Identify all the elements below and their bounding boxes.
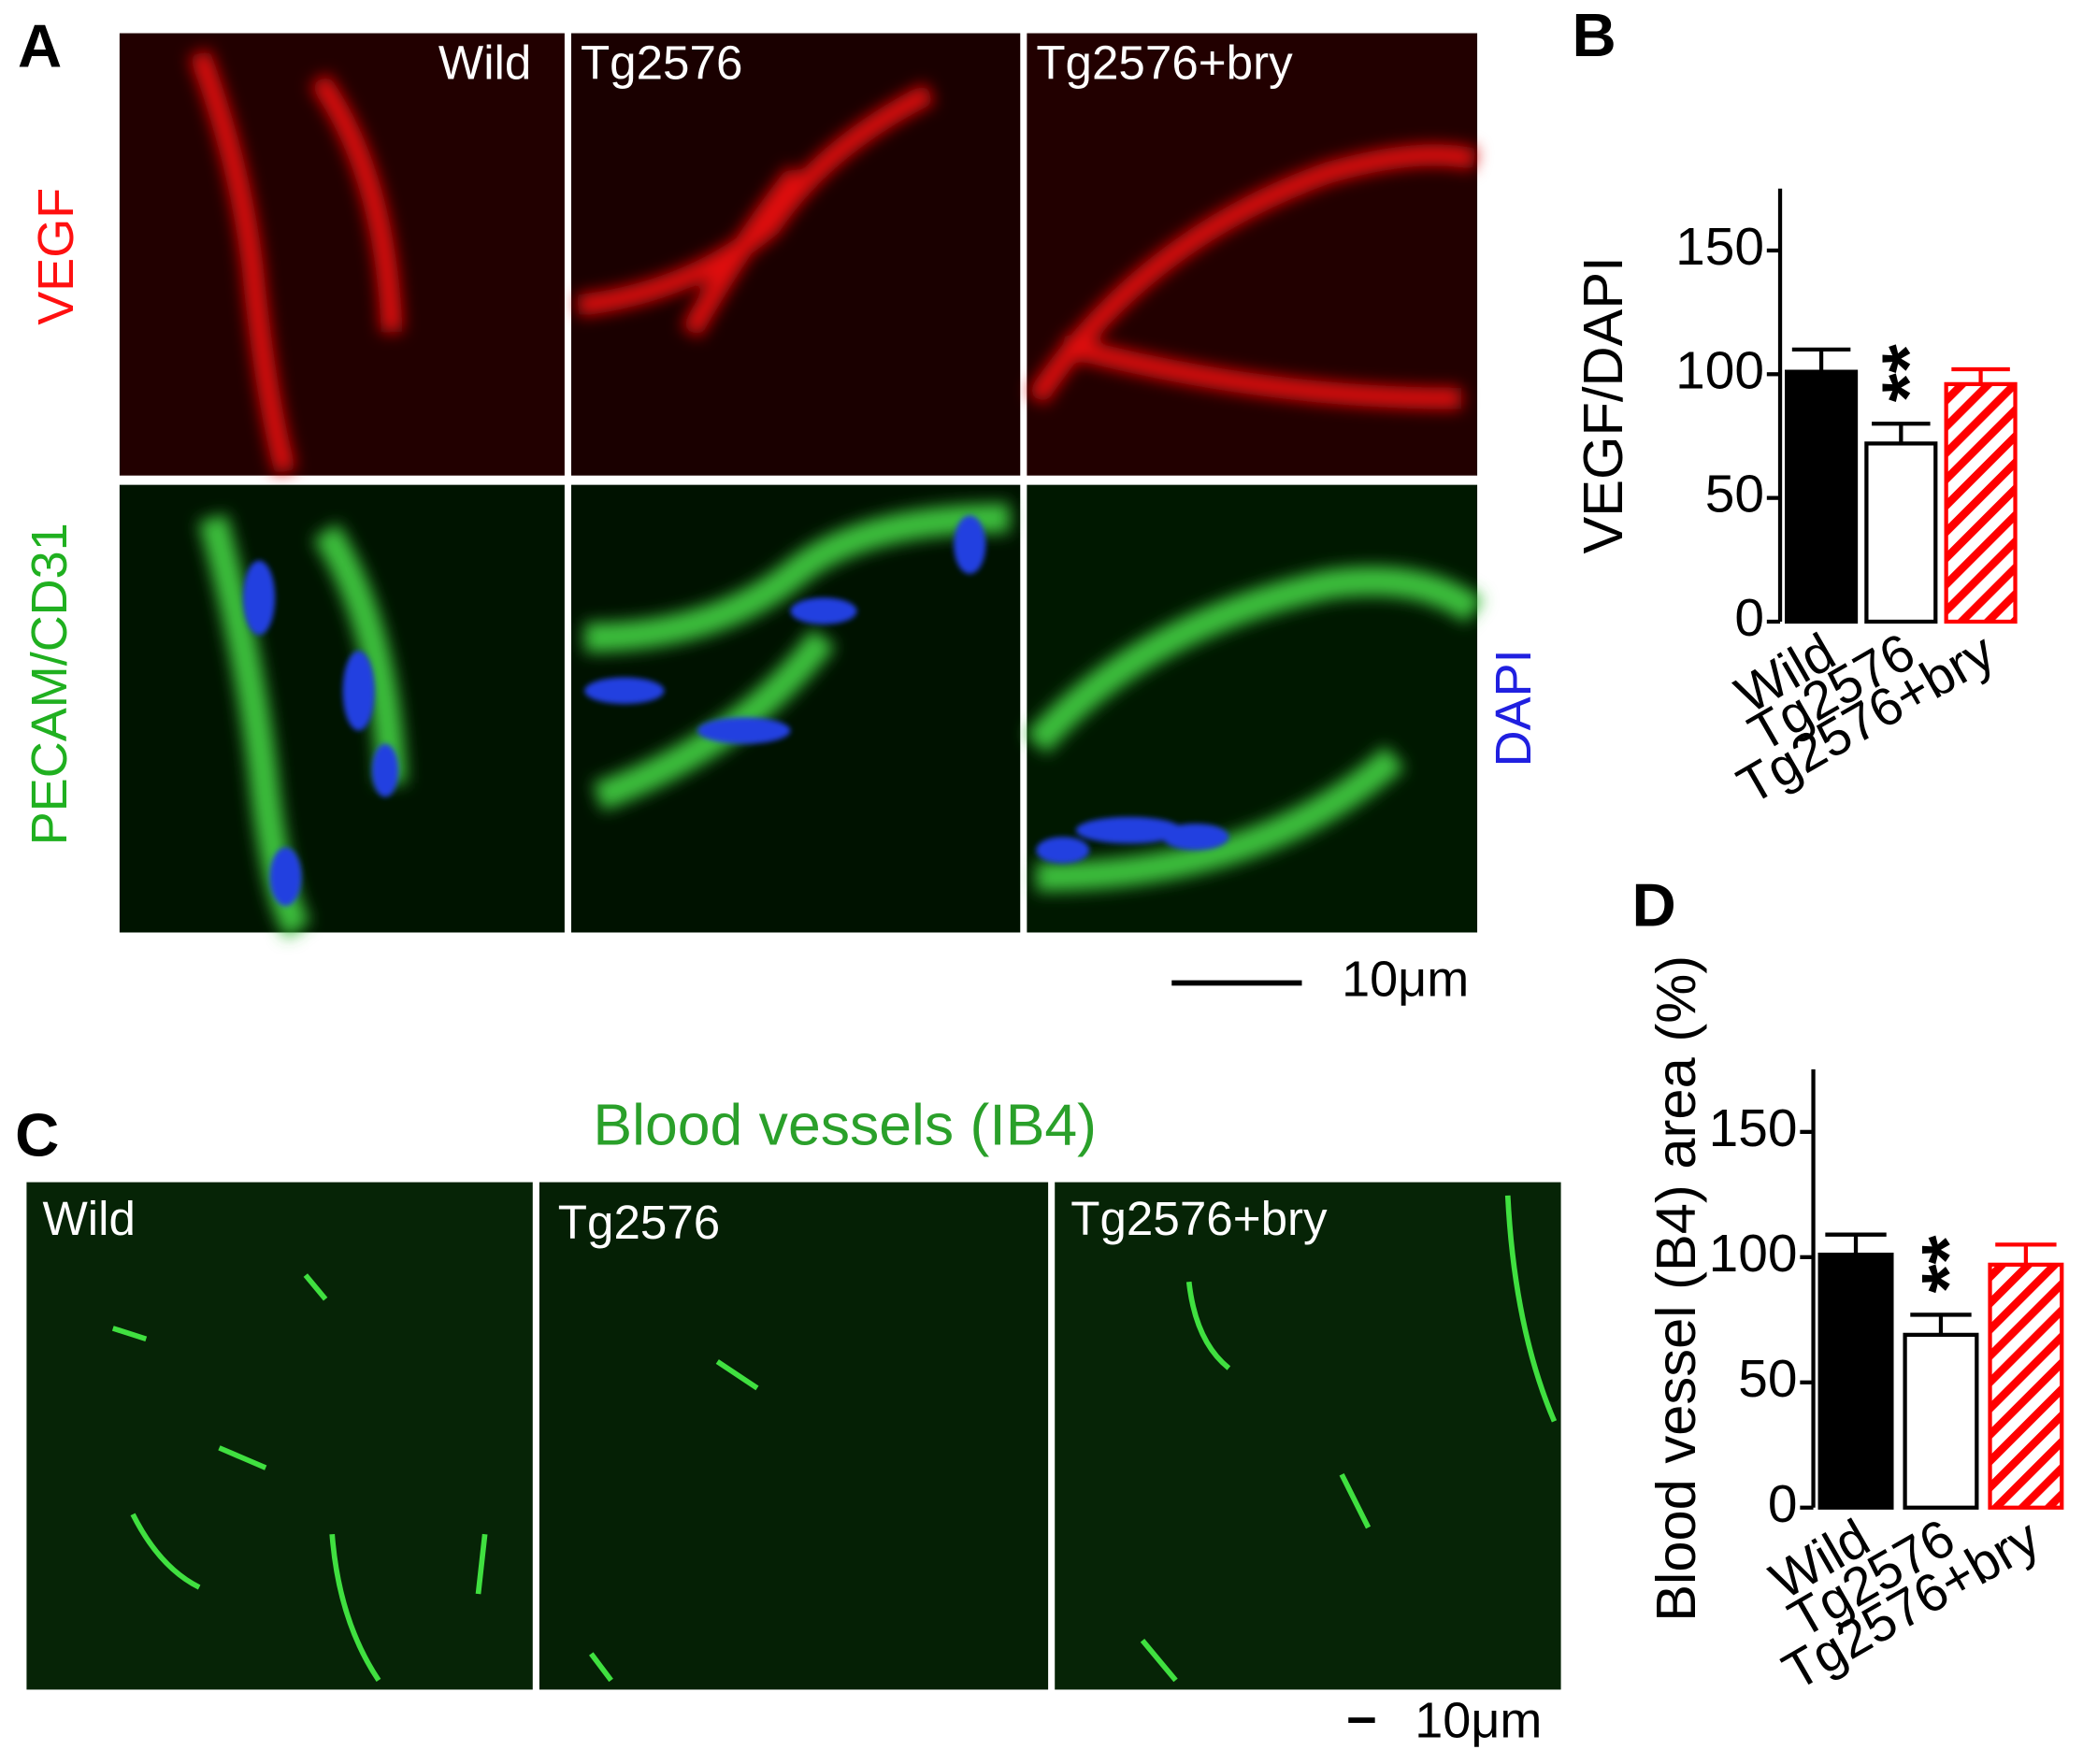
significance: ** [1906,1235,1990,1293]
panel-title: Blood vessels (IB4) [593,1092,1097,1157]
bar [1944,381,2018,624]
bar [1864,441,1938,624]
y-tick-label: 50 [1705,466,1764,524]
bar [1903,1332,1979,1510]
column-label: Tg2576 [581,36,742,90]
column-label: Tg2576+bry [1070,1192,1328,1245]
ib4-images [26,1182,1561,1690]
y-tick-label: 0 [1734,589,1764,648]
y-tick-label: 100 [1709,1225,1798,1284]
panel-label: C [15,1100,59,1169]
vegf-images [119,33,1478,476]
y-axis-label: VEGF/DAPI [1572,256,1634,553]
column-label: Wild [42,1192,135,1245]
panel-label: A [18,11,62,79]
bar [1817,1252,1894,1510]
y-tick-label: 50 [1738,1350,1797,1409]
y-tick-label: 0 [1768,1475,1798,1534]
panel-label: B [1573,1,1616,69]
row-label: PECAM/CD31 [22,523,78,845]
column-label: Tg2576 [558,1196,720,1249]
scale-label: 10μm [1342,952,1469,1008]
y-axis-label: Blood vessel (B4) area (%) [1645,955,1707,1622]
panel-label: D [1631,871,1675,939]
row-label: VEGF [28,188,84,325]
scale-label: 10μm [1415,1693,1542,1749]
pecam-images [119,484,1484,939]
column-label: Wild [438,36,531,90]
y-tick-label: 100 [1675,341,1764,400]
significance: ** [1867,344,1950,402]
column-label: Tg2576+bry [1036,36,1293,90]
row-label: DAPI [1486,649,1542,767]
y-tick-label: 150 [1675,218,1764,277]
bar [1785,369,1859,624]
bar [1988,1262,2064,1510]
y-tick-label: 150 [1709,1099,1798,1158]
